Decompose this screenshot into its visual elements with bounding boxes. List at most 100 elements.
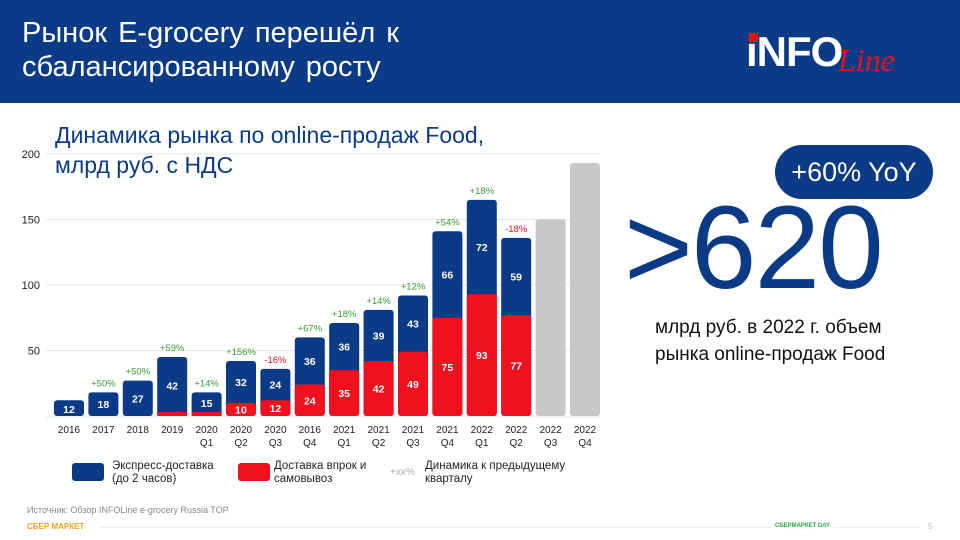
label-express: 32 [235, 377, 247, 389]
page-number: 5 [928, 522, 933, 531]
y-tick-label: 150 [22, 215, 40, 227]
label-express: 36 [338, 342, 350, 354]
x-tick-label: 2020 [230, 425, 253, 436]
growth-label: +14% [194, 378, 219, 389]
label-express: 18 [98, 399, 110, 411]
x-tick-sublabel: Q2 [234, 438, 248, 449]
growth-label: -18% [505, 224, 528, 235]
yoy-badge: +60% YoY [775, 145, 933, 199]
label-pickup: 10 [235, 404, 247, 416]
kpi-description: млрд руб. в 2022 г. объем рынка online-п… [655, 317, 886, 365]
bar-express [54, 400, 84, 416]
kpi-value: >620 [624, 182, 884, 314]
x-tick-label: 2017 [92, 425, 115, 436]
legend-pickup: Доставка впрок и самовывоз [274, 460, 367, 485]
bar-forecast [570, 163, 600, 416]
legend-swatch-pickup [238, 463, 270, 481]
x-tick-label: 2022 [505, 425, 528, 436]
bar-express [122, 380, 153, 416]
growth-label: +50% [126, 367, 151, 378]
x-tick-sublabel: Q1 [338, 438, 352, 449]
page-title: Рынок E-grocery перешёл к сбалансированн… [22, 17, 399, 83]
bar-pickup [363, 360, 394, 416]
bar-pickup [157, 412, 188, 416]
bar-pickup [466, 294, 497, 416]
chart-title: Динамика рынка по online-продаж Food, мл… [55, 122, 485, 178]
label-express: 72 [476, 242, 488, 254]
label-express: 59 [510, 271, 522, 283]
x-tick-label: 2021 [367, 425, 390, 436]
growth-label: +18% [332, 309, 357, 320]
x-tick-label: 2020 [264, 425, 287, 436]
x-tick-label: 2022 [539, 425, 562, 436]
growth-label: +67% [298, 323, 323, 334]
bar-pickup [191, 412, 222, 416]
label-pickup: 12 [270, 403, 282, 415]
bar-pickup [398, 351, 428, 416]
bar-pickup [329, 370, 360, 416]
label-express: 42 [166, 381, 178, 393]
bar-pickup [501, 315, 532, 416]
legend-swatch-express [72, 463, 104, 481]
label-express: 66 [442, 270, 454, 282]
label-express: 43 [407, 319, 419, 331]
footer-divider [100, 527, 920, 528]
growth-label: +14% [366, 296, 391, 307]
bar-pickup [260, 400, 291, 416]
brand-b: МАРКЕТ [49, 522, 85, 531]
x-tick-label: 2022 [471, 425, 494, 436]
brand-a: СБЕР [27, 522, 50, 531]
x-tick-sublabel: Q4 [441, 438, 455, 449]
label-express: 27 [132, 393, 144, 405]
source-note: Источник: Обзор INFOLine e-grocery Russi… [27, 505, 229, 515]
y-tick-label: 100 [22, 280, 40, 292]
label-express: 24 [270, 380, 282, 392]
x-tick-sublabel: Q4 [578, 438, 592, 449]
x-tick-sublabel: Q3 [544, 438, 558, 449]
legend-express: Экспресс-доставка (до 2 часов) [112, 460, 214, 485]
label-express: 39 [373, 330, 385, 342]
growth-label: +59% [160, 343, 185, 354]
x-tick-label: 2021 [333, 425, 356, 436]
label-pickup: 77 [510, 361, 522, 373]
growth-label: +54% [435, 217, 460, 228]
bar-pickup [294, 384, 325, 416]
x-tick-label: 2021 [402, 425, 425, 436]
x-tick-label: 2018 [127, 425, 150, 436]
label-express: 12 [63, 404, 75, 416]
x-tick-sublabel: Q2 [372, 438, 386, 449]
label-pickup: 75 [442, 362, 454, 374]
growth-label: +12% [401, 281, 426, 292]
x-tick-label: 2016 [299, 425, 322, 436]
bar-express [157, 357, 188, 416]
y-tick-label: 50 [28, 346, 40, 358]
growth-label: +156% [226, 347, 256, 358]
label-pickup: 35 [338, 388, 350, 400]
x-tick-sublabel: Q1 [475, 438, 489, 449]
growth-label: -16% [264, 355, 287, 366]
bar-forecast [535, 219, 566, 416]
legend-growth-sample: +xx% [390, 467, 415, 478]
x-tick-sublabel: Q3 [269, 438, 283, 449]
bar-express [226, 360, 256, 416]
label-express: 15 [201, 398, 213, 410]
growth-label: +50% [91, 378, 116, 389]
infoline-logo: iNFO Line [746, 28, 895, 78]
event-label: СБЕРМАРКЕТ DAY [772, 523, 834, 529]
label-express: 36 [304, 356, 316, 368]
y-tick-label: 200 [22, 149, 40, 161]
x-tick-label: 2020 [195, 425, 218, 436]
market-chart: 50 100 150 200 12 2016 18 +50% 2017 27 +50% 2018 42 +… [22, 149, 600, 449]
header-bar: Рынок E-grocery перешёл к сбалансированн… [0, 0, 960, 103]
bar-express [88, 392, 119, 416]
x-tick-label: 2022 [574, 425, 597, 436]
x-tick-sublabel: Q4 [303, 438, 317, 449]
label-pickup: 49 [407, 379, 419, 391]
label-pickup: 93 [476, 350, 488, 362]
x-tick-sublabel: Q1 [200, 438, 214, 449]
x-tick-label: 2016 [58, 425, 81, 436]
bar-pickup [226, 402, 256, 416]
label-pickup: 24 [304, 395, 316, 407]
sbermarket-logo: СБЕР МАРКЕТ [27, 522, 84, 531]
x-tick-label: 2019 [161, 425, 184, 436]
